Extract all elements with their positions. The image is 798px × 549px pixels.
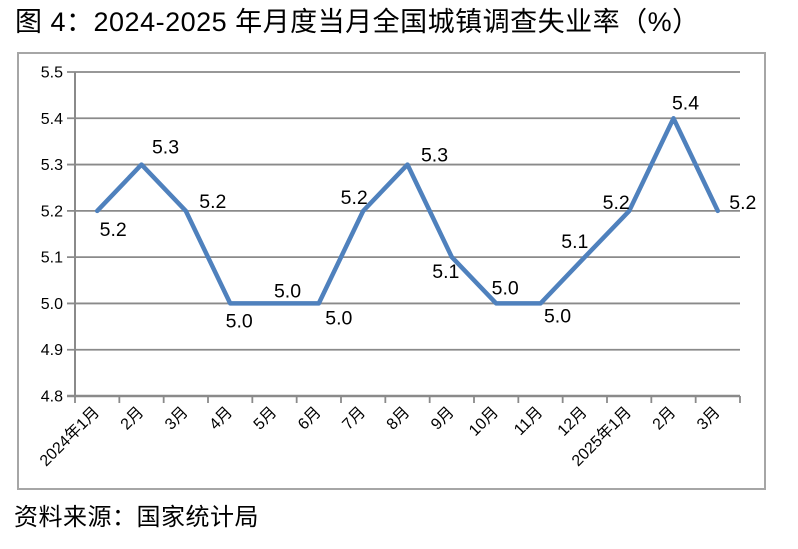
- x-axis-tick-label: 8月: [384, 404, 414, 434]
- data-point-label: 5.2: [603, 192, 630, 214]
- x-axis-tick-label: 2024年1月: [36, 403, 103, 470]
- data-point-label: 5.1: [561, 231, 588, 253]
- data-point-label: 5.4: [672, 92, 699, 114]
- data-point-label: 5.2: [100, 219, 127, 241]
- x-axis-tick-label: 4月: [206, 404, 236, 434]
- source-note: 资料来源：国家统计局: [14, 504, 259, 531]
- x-axis-tick-label: 5月: [251, 404, 281, 434]
- data-point-label: 5.0: [274, 280, 301, 302]
- y-axis-tick-label: 5.0: [41, 296, 63, 313]
- x-axis-tick-label: 11月: [511, 404, 546, 439]
- y-axis-tick-label: 5.4: [41, 111, 63, 128]
- x-axis-tick-label: 9月: [428, 404, 458, 434]
- series-line: [94, 116, 721, 306]
- data-point-label: 5.0: [544, 305, 571, 327]
- y-axis-tick-label: 5.3: [41, 157, 63, 174]
- x-axis-tick-label: 3月: [162, 404, 192, 434]
- data-point-label: 5.0: [226, 310, 253, 332]
- y-axis-tick-label: 4.8: [41, 389, 63, 406]
- x-axis-tick-label: 6月: [295, 404, 325, 434]
- x-axis-tick-label: 2月: [650, 404, 680, 434]
- y-axis-tick-label: 5.1: [41, 250, 63, 267]
- y-axis-tick-label: 5.5: [41, 65, 63, 82]
- y-axis-tick-label: 5.2: [41, 203, 63, 220]
- data-point-label: 5.2: [199, 191, 226, 213]
- figure-title: 图 4：2024-2025 年月度当月全国城镇调查失业率（%）: [15, 7, 700, 37]
- data-point-label: 5.2: [341, 187, 368, 209]
- data-point-label: 5.3: [421, 145, 448, 167]
- data-point-label: 5.3: [152, 137, 179, 159]
- chart-frame: 5.5 5.4 5.3 5.2 5.1 5.0 4.9 4.8 5.2 5.3 5.2 5.0 5.0 5…: [17, 52, 766, 490]
- data-point-label: 5.1: [432, 261, 459, 283]
- unemployment-rate-line-chart: 5.5 5.4 5.3 5.2 5.1 5.0 4.9 4.8 5.2 5.3 5.2 5.0 5.0 5…: [36, 65, 756, 470]
- data-point-label: 5.2: [729, 192, 756, 214]
- data-point-label: 5.0: [325, 307, 352, 329]
- data-point-label: 5.0: [492, 277, 519, 299]
- x-axis-tick-label: 3月: [694, 404, 724, 434]
- x-axis-tick-label: 2月: [118, 404, 148, 434]
- x-axis-tick-label: 12月: [555, 404, 591, 440]
- x-axis-tick-label: 7月: [339, 404, 369, 434]
- x-axis-tick-label: 10月: [466, 404, 502, 440]
- y-axis-tick-label: 4.9: [41, 342, 63, 359]
